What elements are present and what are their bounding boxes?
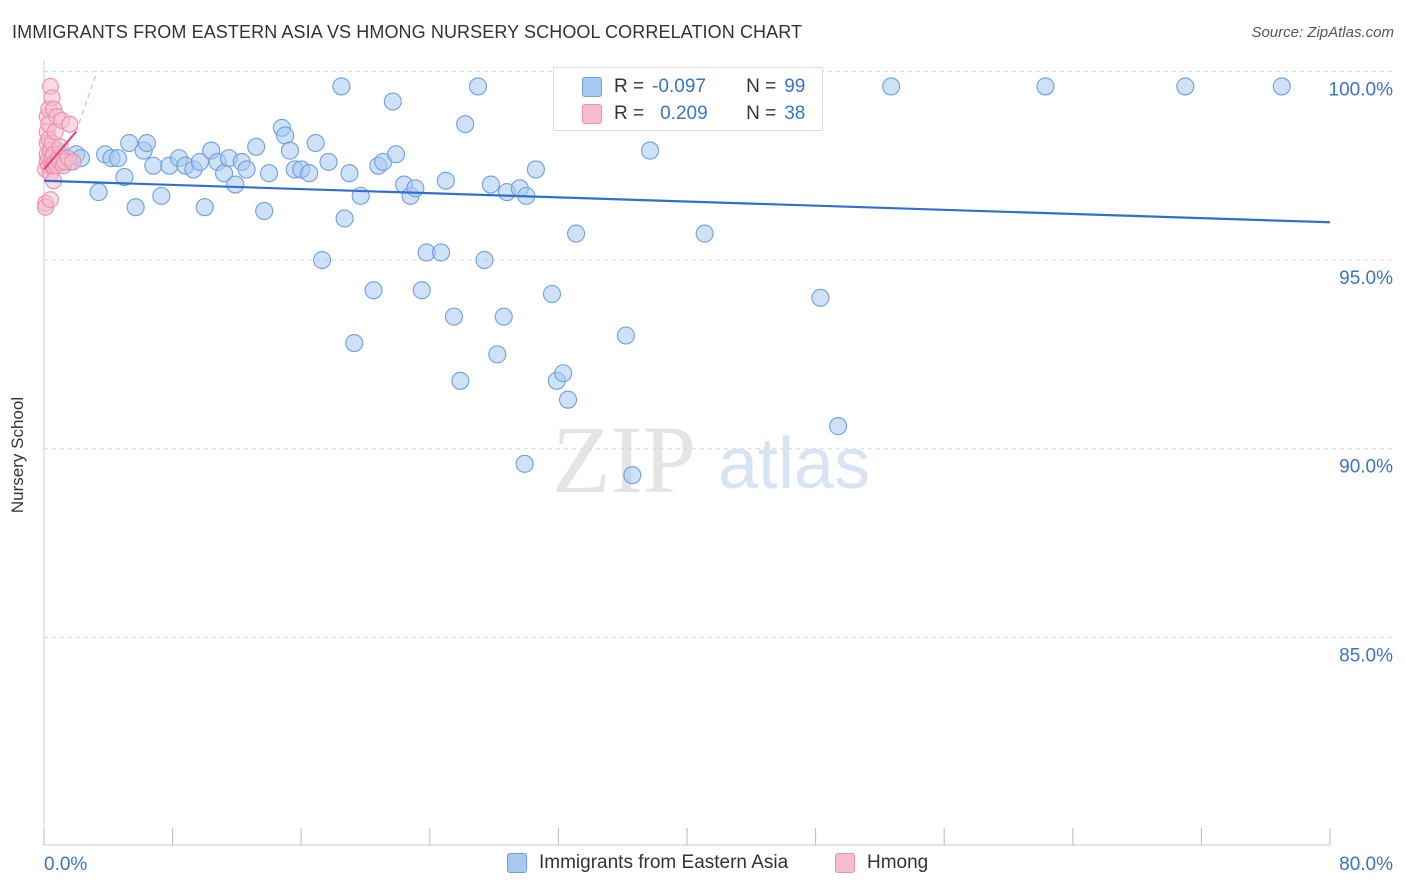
eastern-asia-point: [306, 133, 325, 153]
eastern-asia-point: [195, 198, 214, 217]
eastern-asia-point: [345, 334, 364, 353]
eastern-asia-point: [108, 149, 127, 168]
eastern-asia-point: [695, 224, 714, 243]
eastern-asia-point: [829, 417, 848, 436]
chart-title: IMMIGRANTS FROM EASTERN ASIA VS HMONG NU…: [12, 22, 803, 42]
eastern-asia-point: [542, 284, 562, 304]
legend-r-value: 0.209: [660, 103, 708, 124]
legend-label-eastern-asia: Immigrants from Eastern Asia: [539, 852, 789, 873]
eastern-asia-point: [882, 77, 901, 96]
eastern-asia-point: [640, 141, 660, 160]
eastern-asia-point: [335, 209, 354, 228]
eastern-asia-point: [432, 243, 451, 262]
legend-swatch-hmong: [582, 104, 602, 124]
legend-swatch-eastern-asia: [582, 77, 602, 97]
legend-row-eastern-asia: R = -0.097 N = 99: [554, 74, 805, 100]
series-hmong-points: [37, 77, 82, 216]
eastern-asia-point: [386, 145, 406, 164]
eastern-asia-point: [554, 364, 573, 383]
eastern-asia-point: [623, 466, 642, 485]
y-tick-label: 100.0%: [1329, 79, 1394, 100]
eastern-asia-point: [340, 164, 359, 183]
watermark-zip: ZIP: [552, 406, 696, 513]
eastern-asia-point: [89, 183, 108, 202]
eastern-asia-point: [488, 345, 507, 364]
eastern-asia-point: [475, 250, 494, 270]
eastern-asia-point: [300, 164, 319, 183]
y-tick-label: 85.0%: [1339, 645, 1393, 666]
eastern-asia-point: [515, 454, 534, 473]
eastern-asia-point: [567, 224, 586, 243]
eastern-asia-point: [255, 201, 274, 221]
hmong-trend-line: [43, 130, 77, 171]
legend-n-value: 99: [784, 76, 806, 97]
eastern-asia-point: [412, 281, 431, 300]
eastern-asia-point: [332, 77, 351, 96]
eastern-asia-point: [526, 160, 545, 179]
eastern-asia-point: [144, 156, 163, 175]
hmong-trend-extension: [75, 71, 98, 132]
eastern-asia-point: [811, 288, 830, 307]
legend-item-eastern-asia[interactable]: Immigrants from Eastern Asia: [507, 852, 788, 874]
y-tick-label: 90.0%: [1339, 457, 1393, 478]
eastern-asia-point: [383, 92, 402, 111]
eastern-asia-point: [276, 126, 295, 145]
eastern-asia-point: [406, 179, 425, 198]
eastern-asia-point: [259, 164, 279, 183]
eastern-asia-point: [280, 141, 299, 160]
eastern-asia-point: [558, 390, 578, 409]
eastern-asia-point: [436, 171, 455, 190]
eastern-asia-point: [152, 186, 171, 205]
eastern-asia-point: [481, 175, 500, 194]
eastern-asia-point: [1176, 77, 1195, 96]
eastern-asia-point: [313, 250, 332, 270]
legend-r-label: R =: [614, 103, 645, 124]
hmong-point: [41, 191, 59, 209]
axes: [43, 60, 1331, 846]
legend-r-label: R =: [614, 76, 645, 97]
eastern-asia-trend-line: [43, 179, 1331, 224]
eastern-asia-point: [190, 152, 209, 171]
eastern-asia-point: [364, 281, 383, 300]
correlation-legend: R = -0.097 N = 99 R = 0.209 N = 38: [553, 67, 823, 131]
eastern-asia-point: [247, 137, 266, 156]
eastern-asia-point: [616, 326, 635, 345]
eastern-asia-point: [319, 152, 338, 171]
watermark-atlas: atlas: [718, 424, 870, 504]
eastern-asia-point: [1036, 77, 1055, 96]
legend-swatch-eastern-asia: [507, 853, 527, 873]
eastern-asia-point: [137, 133, 156, 153]
x-tick-label: 80.0%: [1339, 854, 1393, 875]
eastern-asia-point: [1272, 77, 1291, 96]
eastern-asia-point: [494, 307, 513, 326]
tick-labels: 100.0% 95.0% 90.0% 85.0% 0.0% 80.0%: [44, 79, 1393, 875]
eastern-asia-point: [126, 198, 145, 217]
x-tick-label: 0.0%: [44, 854, 87, 875]
eastern-asia-point: [468, 77, 488, 96]
hmong-point: [64, 153, 82, 171]
source-credit: Source: ZipAtlas.com: [1251, 24, 1394, 41]
hmong-point: [61, 115, 79, 133]
watermark: ZIP atlas: [552, 406, 870, 513]
series-legend: Immigrants from Eastern Asia Hmong: [0, 852, 1406, 878]
eastern-asia-point: [237, 160, 256, 179]
legend-item-hmong[interactable]: Hmong: [835, 852, 928, 874]
legend-n-value: 38: [784, 103, 806, 124]
eastern-asia-point: [456, 115, 475, 134]
eastern-asia-point: [226, 175, 245, 194]
legend-label-hmong: Hmong: [867, 852, 929, 873]
y-tick-label: 95.0%: [1339, 268, 1393, 289]
legend-n-label: N =: [746, 103, 777, 124]
eastern-asia-point: [115, 167, 134, 187]
eastern-asia-point: [444, 307, 463, 326]
legend-n-label: N =: [746, 76, 777, 97]
legend-swatch-hmong: [835, 853, 855, 873]
trend-lines: [43, 71, 1331, 224]
eastern-asia-point: [120, 133, 139, 153]
legend-row-hmong: R = 0.209 N = 38: [554, 101, 805, 127]
legend-r-value: -0.097: [652, 76, 706, 97]
eastern-asia-point: [451, 371, 470, 390]
